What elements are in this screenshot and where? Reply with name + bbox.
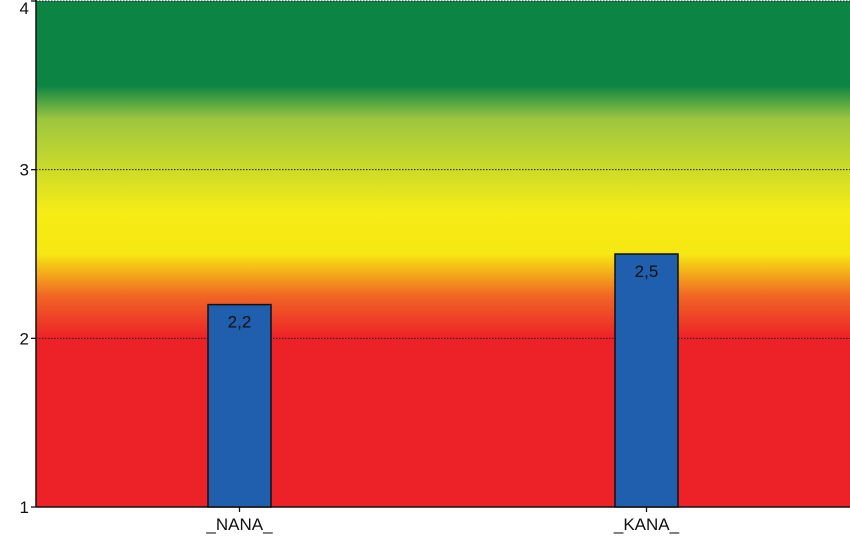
y-tick-label: 4 [20, 0, 29, 18]
plot-background [36, 1, 850, 507]
gridlines [36, 0, 850, 339]
x-tick-label: _NANA_ [205, 515, 273, 534]
data-label: 2,5 [635, 262, 659, 281]
y-tick-label: 1 [20, 498, 29, 517]
x-tick-label: _KANA_ [613, 515, 680, 534]
labels: 2,2 _NANA_ 2,5 _KANA_ [205, 262, 679, 534]
bar [207, 303, 272, 508]
y-tick-label: 2 [20, 329, 29, 348]
axes: 1 2 3 4 [20, 0, 850, 517]
data-label: 2,2 [228, 313, 252, 332]
y-tick-label: 3 [20, 161, 29, 180]
bar [614, 253, 679, 508]
bars [207, 253, 679, 508]
